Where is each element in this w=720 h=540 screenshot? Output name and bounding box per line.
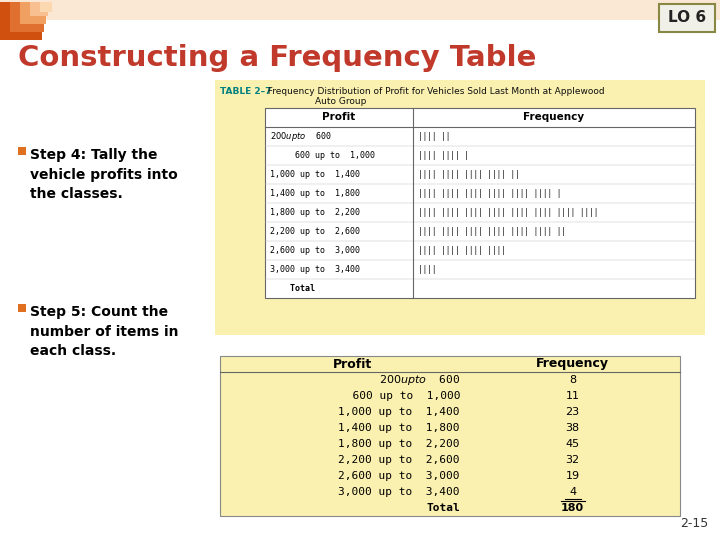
Text: 2-15: 2-15 [680,517,708,530]
Text: Profit: Profit [323,112,356,123]
Bar [18,304,26,312]
Text: |||| |||| |||| |||| |||| |||| ||: |||| |||| |||| |||| |||| |||| || [418,227,566,236]
Text: 2,600 up to  3,000: 2,600 up to 3,000 [338,471,460,481]
Text: 2,200 up to  2,600: 2,200 up to 2,600 [338,455,460,465]
Text: 11: 11 [565,391,580,401]
Text: Total: Total [270,284,315,293]
Text: 3,000 up to  3,400: 3,000 up to 3,400 [338,487,460,497]
Text: 1,000 up to  1,400: 1,000 up to 1,400 [270,170,360,179]
Bar [0,2,42,40]
Text: 1,400 up to  1,800: 1,400 up to 1,800 [338,423,460,433]
Text: 4: 4 [569,487,576,497]
Text: |||| |||| |||| |||| |||| |||| |||| ||||: |||| |||| |||| |||| |||| |||| |||| |||| [418,208,598,217]
Text: 45: 45 [565,439,580,449]
Bar [0,0,720,20]
Text: 1,800 up to  2,200: 1,800 up to 2,200 [270,208,360,217]
Text: Total: Total [426,503,460,513]
Bar [215,80,705,335]
Text: 8: 8 [569,375,576,385]
Bar [40,2,52,12]
Text: 1,400 up to  1,800: 1,400 up to 1,800 [270,189,360,198]
Text: |||| |||| |: |||| |||| | [418,151,469,160]
Text: TABLE 2–7: TABLE 2–7 [220,86,271,96]
Text: Auto Group: Auto Group [315,98,366,106]
Text: 19: 19 [565,471,580,481]
Bar [10,2,44,32]
Text: $ 200 up to $  600: $ 200 up to $ 600 [270,130,332,143]
Bar [18,147,26,155]
Text: 600 up to  1,000: 600 up to 1,000 [270,151,375,160]
Text: 32: 32 [565,455,580,465]
Text: 3,000 up to  3,400: 3,000 up to 3,400 [270,265,360,274]
Text: Step 4: Tally the
vehicle profits into
the classes.: Step 4: Tally the vehicle profits into t… [30,148,178,201]
Text: 1,800 up to  2,200: 1,800 up to 2,200 [338,439,460,449]
FancyBboxPatch shape [659,4,715,32]
Bar [20,2,46,24]
Text: Frequency: Frequency [523,112,585,123]
Text: Frequency Distribution of Profit for Vehicles Sold Last Month at Applewood: Frequency Distribution of Profit for Veh… [262,86,605,96]
Text: Constructing a Frequency Table: Constructing a Frequency Table [18,44,536,72]
Text: $  200 up to $  600: $ 200 up to $ 600 [379,373,460,387]
Text: |||| |||| |||| |||| ||: |||| |||| |||| |||| || [418,170,520,179]
Bar [265,108,695,298]
Text: |||| |||| |||| |||| |||| |||| |: |||| |||| |||| |||| |||| |||| | [418,189,562,198]
Text: ||||: |||| [418,265,436,274]
Text: 180: 180 [561,503,584,513]
Text: LO 6: LO 6 [668,10,706,25]
Text: 1,000 up to  1,400: 1,000 up to 1,400 [338,407,460,417]
Text: Frequency: Frequency [536,357,609,370]
Text: |||| |||| |||| ||||: |||| |||| |||| |||| [418,246,506,255]
Text: 38: 38 [565,423,580,433]
Text: 2,600 up to  3,000: 2,600 up to 3,000 [270,246,360,255]
Text: 23: 23 [565,407,580,417]
Text: Profit: Profit [333,357,372,370]
Text: |||| ||: |||| || [418,132,451,141]
Text: 2,200 up to  2,600: 2,200 up to 2,600 [270,227,360,236]
Bar [30,2,48,16]
Text: Step 5: Count the
number of items in
each class.: Step 5: Count the number of items in eac… [30,305,179,358]
Text: 600 up to  1,000: 600 up to 1,000 [312,391,460,401]
Bar [220,356,680,516]
